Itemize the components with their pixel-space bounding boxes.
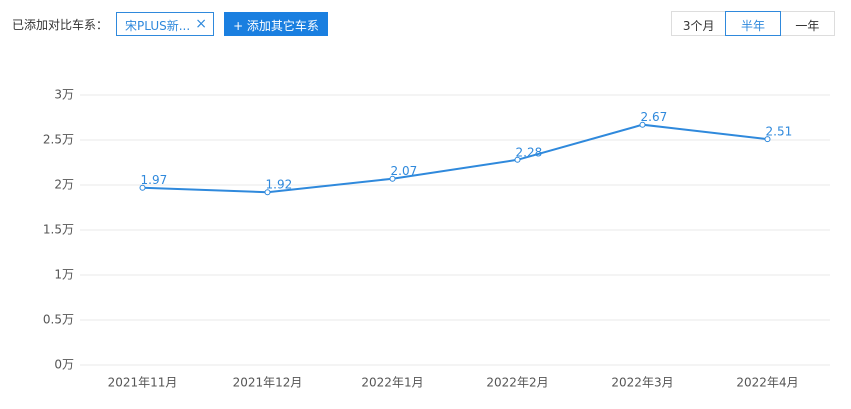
range-switch: 3个月 半年 一年 bbox=[671, 11, 835, 36]
y-tick-label: 1万 bbox=[54, 268, 74, 282]
point bbox=[389, 175, 396, 182]
y-tick-label: 2万 bbox=[54, 178, 74, 192]
x-tick-label: 2022年4月 bbox=[736, 376, 798, 390]
x-tick-label: 2022年3月 bbox=[611, 376, 673, 390]
y-tick-label: 2.5万 bbox=[43, 133, 74, 147]
point bbox=[514, 156, 521, 163]
data-label: 2.67 bbox=[641, 110, 668, 124]
range-button[interactable]: 半年 bbox=[725, 11, 781, 36]
point bbox=[639, 121, 646, 128]
add-button[interactable]: + 添加其它车系 bbox=[224, 12, 328, 36]
tag-close[interactable]: × bbox=[195, 16, 207, 32]
x-tick-label: 2021年11月 bbox=[108, 376, 178, 390]
point bbox=[764, 136, 771, 143]
line bbox=[142, 123, 768, 194]
y-tick-label: 0万 bbox=[54, 358, 74, 372]
x-tick-label: 2022年2月 bbox=[486, 376, 548, 390]
x-tick-label: 2021年12月 bbox=[233, 376, 303, 390]
y-tick-label: 0.5万 bbox=[43, 313, 74, 327]
data-label: 2.51 bbox=[766, 125, 793, 139]
series-tag: 宋PLUS新... × bbox=[116, 12, 214, 36]
tag-text: 宋PLUS新... bbox=[125, 19, 191, 33]
x-tick-label: 2022年1月 bbox=[361, 376, 423, 390]
y-tick-label: 1.5万 bbox=[43, 223, 74, 237]
point bbox=[139, 184, 146, 191]
point bbox=[264, 189, 271, 196]
data-label: 2.28 bbox=[516, 145, 543, 159]
data-label: 1.92 bbox=[266, 178, 293, 192]
data-label: 1.97 bbox=[141, 173, 168, 187]
data-label: 2.07 bbox=[391, 164, 418, 178]
compare-label: 已添加对比车系： bbox=[12, 18, 109, 32]
y-tick-label: 3万 bbox=[54, 88, 74, 102]
